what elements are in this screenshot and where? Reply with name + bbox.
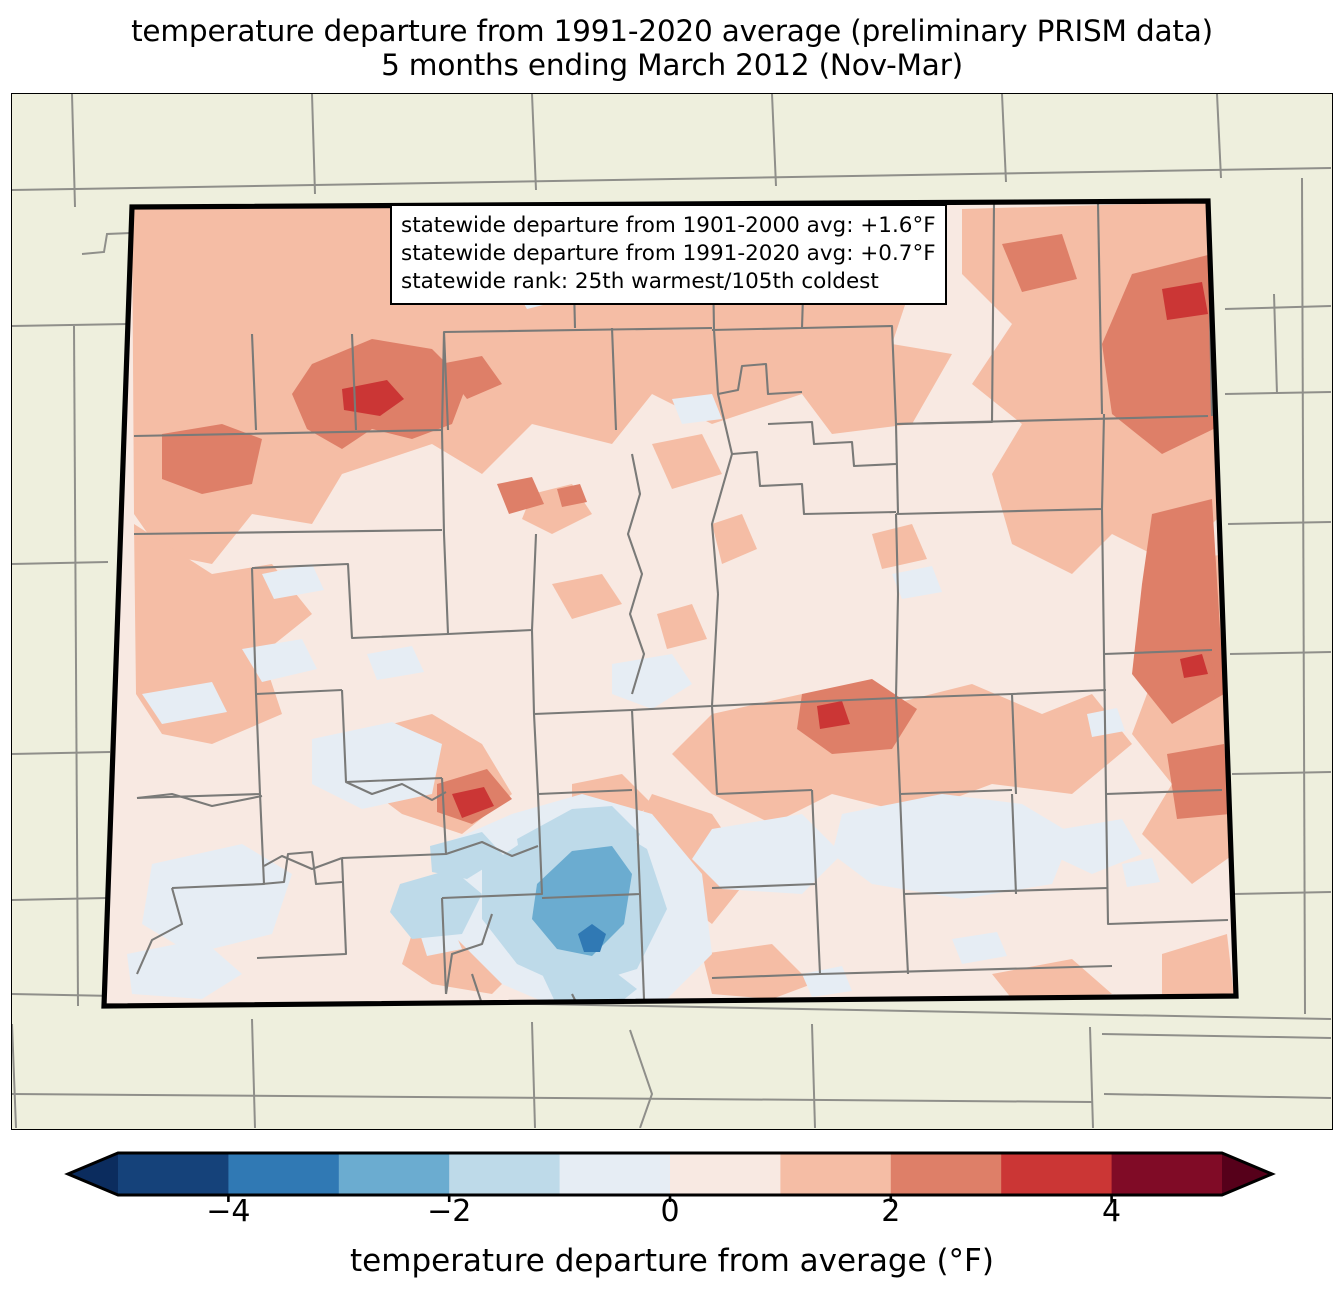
colorbar-svg (64, 1151, 1276, 1202)
colorbar-tick-label-4: 4 (1102, 1194, 1122, 1229)
colorbar-band-4 (559, 1153, 671, 1195)
colorbar-tick-labels: −4 −2 0 2 4 (0, 1194, 1344, 1240)
page-title: temperature departure from 1991-2020 ave… (0, 14, 1344, 82)
title-line-2: 5 months ending March 2012 (Nov-Mar) (381, 48, 963, 83)
colorbar (0, 1140, 1344, 1202)
colorbar-band-3 (449, 1153, 561, 1195)
colorbar-band-8 (1001, 1153, 1113, 1195)
colorbar-tick-label-1: −2 (427, 1194, 472, 1229)
statewide-stats-box: statewide departure from 1901-2000 avg: … (390, 204, 947, 305)
colorbar-axis-label: temperature departure from average (°F) (350, 1243, 994, 1279)
map-panel: statewide departure from 1901-2000 avg: … (11, 93, 1333, 1130)
colorbar-tick-label-3: 2 (881, 1194, 901, 1229)
colorado-county-lines (133, 201, 1229, 1006)
colorbar-band-5 (670, 1153, 781, 1195)
colorbar-band-9 (1111, 1153, 1223, 1195)
colorbar-band-6 (780, 1153, 892, 1195)
colorbar-tick-label-0: −4 (206, 1194, 251, 1229)
anomaly-band-3-to-4 (342, 282, 1208, 818)
colorbar-band-2 (338, 1153, 450, 1195)
colorbar-band-7 (890, 1153, 1002, 1195)
title-line-1: temperature departure from 1991-2020 ave… (131, 14, 1213, 48)
colorbar-under-arrow (68, 1153, 118, 1195)
colorbar-swatches (64, 1151, 1276, 1197)
temperature-anomaly-field (104, 201, 1236, 1006)
colorbar-tick-marks (227, 1195, 1113, 1202)
anomaly-band-below-minus3 (578, 924, 606, 952)
colorbar-outline (64, 1151, 1276, 1197)
stat-departure-1991-2020: statewide departure from 1991-2020 avg: … (401, 240, 936, 266)
colorado-state-border (101, 198, 1239, 1009)
colorbar-over-arrow (1222, 1153, 1272, 1195)
anomaly-band-minus3-to-minus2 (532, 846, 632, 956)
colorbar-band-1 (228, 1153, 340, 1195)
stat-statewide-rank: statewide rank: 25th warmest/105th colde… (401, 268, 879, 294)
colorbar-band-0 (118, 1153, 229, 1195)
colorbar-tick-label-2: 0 (660, 1194, 680, 1229)
stat-departure-1901-2000: statewide departure from 1901-2000 avg: … (401, 213, 936, 238)
